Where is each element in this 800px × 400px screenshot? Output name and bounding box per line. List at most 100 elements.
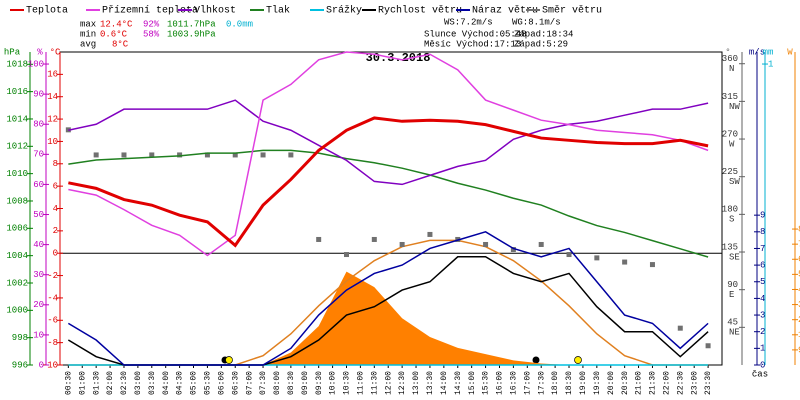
x-tick-label: 13:30 <box>426 371 435 395</box>
y-tick-label: 45 <box>727 318 738 328</box>
legend-label: Směr větru <box>542 5 602 17</box>
x-tick-label: 21:30 <box>649 371 658 395</box>
compass-label: SE <box>729 252 740 262</box>
x-tick-label: 08:30 <box>287 371 296 395</box>
annotation: Měsíc Východ:17:13 <box>424 39 521 49</box>
axis-label: W <box>787 47 793 57</box>
annotation: 92% <box>143 19 160 29</box>
scatter-point <box>149 152 155 158</box>
axis-label: hPa <box>4 47 21 57</box>
x-tick-label: 01:00 <box>78 371 87 395</box>
axis-label: m/s <box>749 47 765 57</box>
x-tick-label: 19:00 <box>579 371 588 395</box>
y-tick-label: -8 <box>47 338 58 348</box>
x-tick-label: 16:00 <box>496 371 505 395</box>
x-tick-label: 23:30 <box>704 371 713 395</box>
y-tick-label: -2 <box>47 271 58 281</box>
scatter-point <box>705 343 711 349</box>
y-tick-label: 1 <box>760 344 765 354</box>
x-tick-label: 03:00 <box>134 371 143 395</box>
y-tick-label: 1018 <box>6 60 28 70</box>
annotation: WG:8.1m/s <box>512 17 561 27</box>
y-tick-label: 12 <box>47 114 58 124</box>
x-tick-label: 04:30 <box>176 371 185 395</box>
y-tick-label: 9 <box>760 211 765 221</box>
y-tick-label: 180 <box>722 205 738 215</box>
axis-label: mm <box>763 47 774 57</box>
y-tick-label: 2 <box>53 226 58 236</box>
y-tick-label: 4 <box>53 204 58 214</box>
annotation: 0.0mm <box>226 19 253 29</box>
scatter-point <box>371 236 377 242</box>
x-tick-label: 18:00 <box>551 371 560 395</box>
annotation: avg <box>80 39 96 49</box>
y-tick-label: 80 <box>33 120 44 130</box>
scatter-point <box>232 152 238 158</box>
y-tick-label: 194 <box>798 330 800 340</box>
y-tick-label: 6 <box>53 182 58 192</box>
x-tick-label: 06:30 <box>231 371 240 395</box>
x-tick-label: 13:00 <box>412 371 421 395</box>
scatter-point <box>260 152 266 158</box>
y-tick-label: -6 <box>47 316 58 326</box>
legend-label: Vlhkost <box>194 5 236 17</box>
x-tick-label: 18:30 <box>565 371 574 395</box>
y-tick-label: 360 <box>722 54 738 64</box>
y-tick-label: 0 <box>53 249 58 259</box>
y-tick-label: 1012 <box>6 142 28 152</box>
x-tick-label: 02:00 <box>106 371 115 395</box>
x-tick-label: 09:00 <box>301 371 310 395</box>
moon-icon <box>532 356 540 364</box>
y-tick-label: -10 <box>42 360 58 370</box>
y-tick-label: 315 <box>722 92 738 102</box>
y-tick-label: 14 <box>47 92 58 102</box>
y-tick-label: 270 <box>722 129 738 139</box>
axis-label: ° <box>725 47 730 57</box>
y-tick-label: 1006 <box>6 224 28 234</box>
sun-icon <box>225 356 233 364</box>
legend-label: Teplota <box>26 5 68 17</box>
y-tick-label: 8 <box>53 159 58 169</box>
legend-label: Tlak <box>266 5 290 17</box>
y-tick-label: 6 <box>760 260 765 270</box>
legend-label: Přízemní teplota <box>102 5 198 17</box>
annotation: Západ:18:34 <box>514 29 573 39</box>
compass-label: NE <box>729 328 740 338</box>
x-tick-label: 20:00 <box>607 371 616 395</box>
x-tick-label: 19:30 <box>593 371 602 395</box>
scatter-point <box>594 255 600 261</box>
compass-label: W <box>729 139 735 149</box>
annotation: 1011.7hPa <box>167 19 216 29</box>
y-tick-label: 100 <box>28 59 44 69</box>
y-tick-label: 1010 <box>6 169 28 179</box>
x-tick-label: 10:00 <box>329 371 338 395</box>
x-tick-label: 05:30 <box>204 371 213 395</box>
x-axis-label: čas <box>752 369 768 379</box>
x-tick-label: 22:00 <box>662 371 671 395</box>
series-line <box>68 51 709 257</box>
x-tick-label: 11:00 <box>357 371 366 395</box>
y-tick-label: 485 <box>798 285 800 295</box>
x-tick-label: 10:30 <box>343 371 352 395</box>
axis-label: °C <box>50 47 61 57</box>
x-tick-label: 14:00 <box>440 371 449 395</box>
scatter-point <box>121 152 127 158</box>
y-tick-label: 1 <box>768 59 773 69</box>
compass-label: N <box>729 64 734 74</box>
sun-icon <box>574 356 582 364</box>
x-tick-label: 11:30 <box>370 371 379 395</box>
annotation: Západ:5:29 <box>514 39 568 49</box>
scatter-point <box>483 241 489 247</box>
annotation: Slunce Východ:05:48 <box>424 29 527 39</box>
annotation: min <box>80 29 96 39</box>
annotation: 58% <box>143 29 160 39</box>
x-tick-label: 15:30 <box>482 371 491 395</box>
y-tick-label: 10 <box>33 330 44 340</box>
y-tick-label: 30 <box>33 270 44 280</box>
scatter-point <box>204 152 210 158</box>
annotation: 8°C <box>112 39 129 49</box>
compass-label: NW <box>729 102 740 112</box>
annotation: 1003.9hPa <box>167 29 216 39</box>
x-tick-label: 12:30 <box>398 371 407 395</box>
